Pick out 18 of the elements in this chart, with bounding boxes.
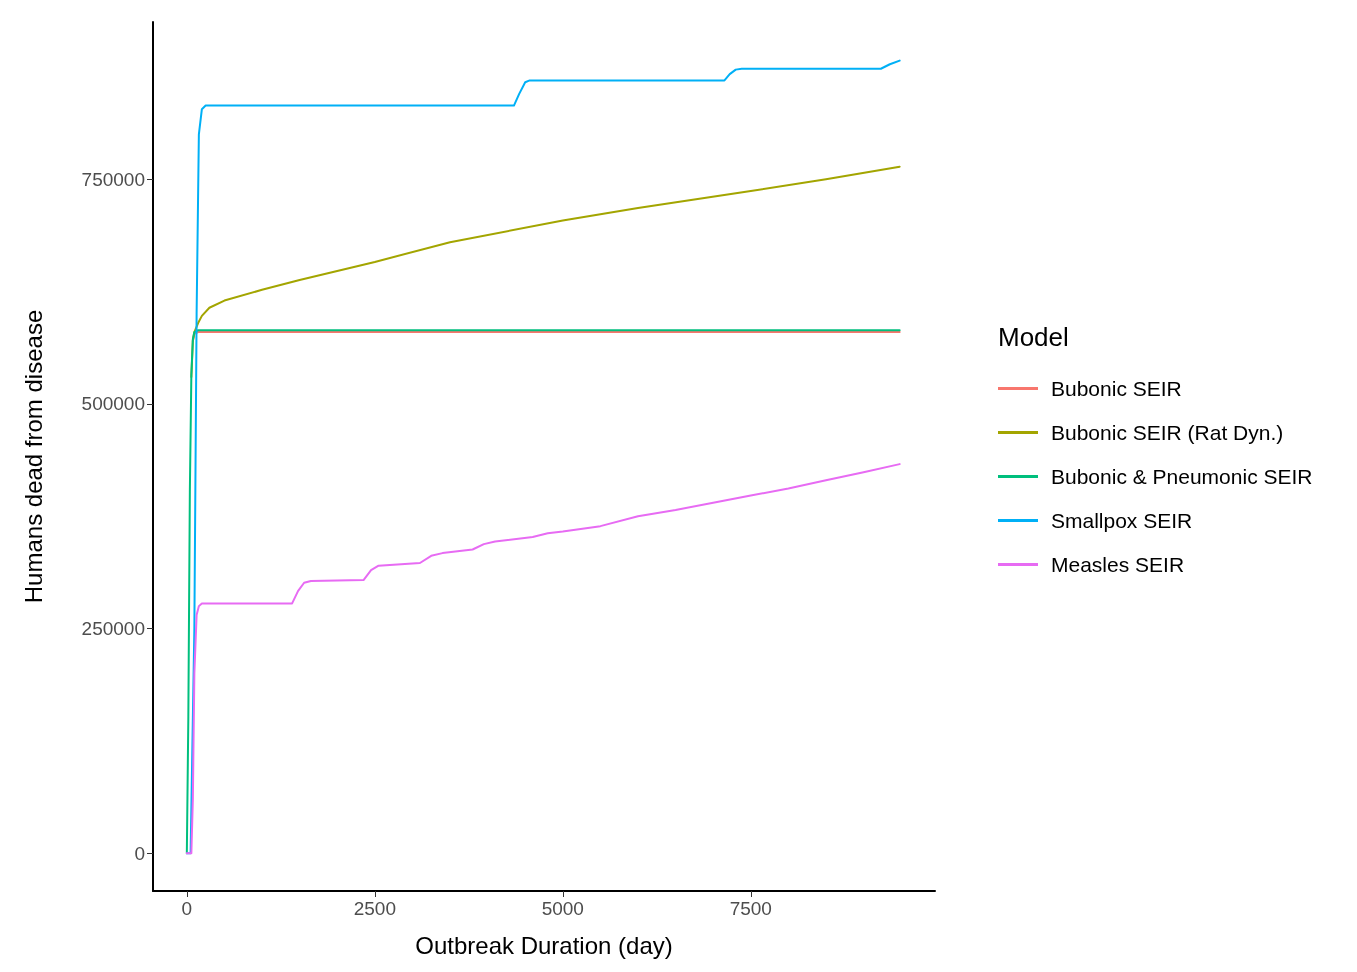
- y-tick-label: 750000: [81, 168, 145, 190]
- x-tick-label: 7500: [729, 898, 772, 919]
- y-tick-label: 500000: [81, 393, 145, 415]
- legend-label: Bubonic & Pneumonic SEIR: [1051, 465, 1313, 488]
- line-series: [185, 463, 901, 855]
- x-tick-label: 5000: [541, 898, 584, 919]
- legend-title: Model: [998, 322, 1069, 352]
- legend-label: Measles SEIR: [1051, 553, 1185, 576]
- x-tick-label: 0: [181, 898, 193, 919]
- x-axis-title: Outbreak Duration (day): [415, 931, 673, 959]
- x-tick-label: 2500: [353, 898, 396, 919]
- line-series: [185, 329, 901, 855]
- y-axis-title: Humans dead from disease: [19, 309, 47, 604]
- legend-label: Bubonic SEIR: [1051, 377, 1182, 400]
- y-tick-label: 0: [134, 842, 145, 864]
- legend-label: Smallpox SEIR: [1051, 509, 1193, 532]
- y-tick-label: 250000: [81, 618, 145, 640]
- legend-label: Bubonic SEIR (Rat Dyn.): [1051, 421, 1284, 444]
